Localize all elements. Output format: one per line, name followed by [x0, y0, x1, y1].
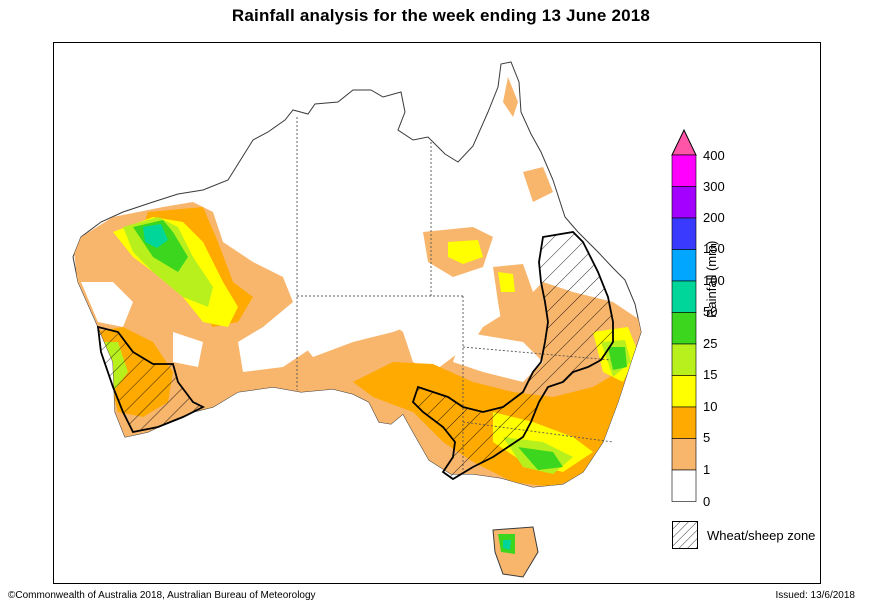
- legend-block-15: [671, 343, 697, 376]
- legend-title: Rainfall (mm): [704, 240, 719, 318]
- legend-block-1: [671, 438, 697, 471]
- legend-tick-400: 400: [703, 148, 725, 163]
- legend-tick-1: 1: [703, 462, 711, 477]
- legend-block-10: [671, 375, 697, 408]
- wheat-sheep-zone-label: Wheat/sheep zone: [707, 528, 816, 543]
- legend-tick-10: 10: [703, 399, 718, 414]
- issued-date: Issued: 13/6/2018: [775, 590, 855, 601]
- wheat-sheep-zone-swatch: [672, 521, 698, 549]
- australia-rainfall-map: [72, 61, 642, 578]
- legend-tick-150: 150: [703, 241, 725, 256]
- map-title: Rainfall analysis for the week ending 13…: [231, 6, 651, 25]
- legend-tick-100: 100: [703, 273, 725, 288]
- legend-tick-200: 200: [703, 210, 725, 225]
- copyright-notice: ©Commonwealth of Australia 2018, Austral…: [8, 590, 316, 601]
- legend-tick-25: 25: [703, 336, 718, 351]
- wheat-sheep-zone-west: [96, 325, 206, 434]
- legend-tick-50: 50: [703, 304, 718, 319]
- legend-block-25: [671, 312, 697, 345]
- legend-block-300: [671, 154, 697, 187]
- legend-arrow-tip: [671, 128, 697, 156]
- legend-tick-5: 5: [703, 430, 711, 445]
- wheat-sheep-zone-east: [411, 231, 614, 481]
- legend-color-blocks: [671, 154, 697, 502]
- legend-tick-0: 0: [703, 494, 711, 509]
- legend-block-100: [671, 249, 697, 282]
- legend-block-5: [671, 406, 697, 439]
- legend-tick-15: 15: [703, 367, 718, 382]
- legend-block-0: [671, 469, 697, 502]
- legend-tick-300: 300: [703, 179, 725, 194]
- legend-block-50: [671, 280, 697, 313]
- legend-block-150: [671, 217, 697, 250]
- rainfall-legend: [671, 128, 697, 502]
- legend-block-200: [671, 186, 697, 219]
